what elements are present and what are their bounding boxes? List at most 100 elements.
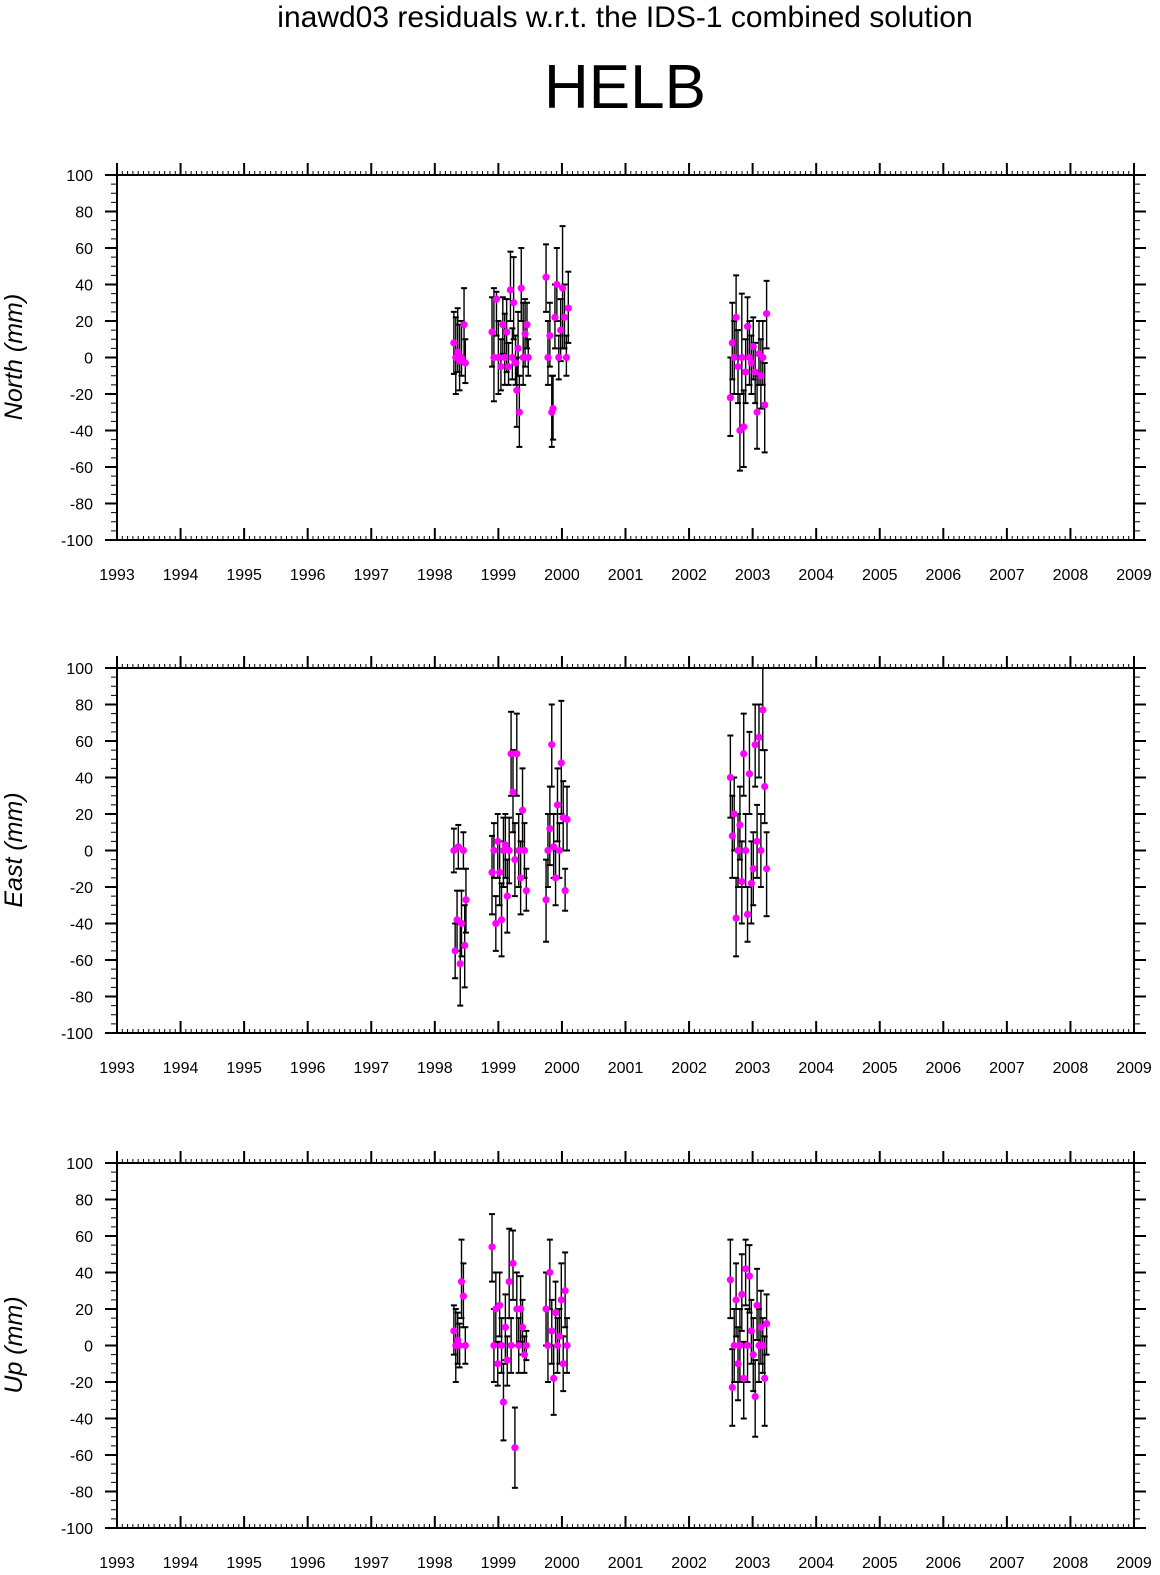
up-data-point [751, 1393, 759, 1401]
up-ytick-label: 80 [75, 1193, 93, 1210]
north-xtick-label: 1999 [481, 567, 517, 584]
up-data-point [488, 1243, 496, 1251]
north-data-point [457, 353, 466, 362]
east-data-point [462, 896, 470, 904]
east-data-point [563, 815, 571, 824]
up-data-point [759, 1341, 767, 1350]
north-data-point [726, 394, 734, 402]
east-xtick-label: 2008 [1053, 1060, 1089, 1077]
east-data-point [553, 801, 562, 809]
east-data-point [518, 806, 527, 814]
up-data-point [507, 1341, 515, 1350]
east-data-point [736, 821, 744, 829]
east-data-point [730, 810, 738, 818]
east-data-point [747, 879, 755, 887]
north-data-point [546, 332, 554, 340]
north-data-point [523, 321, 531, 329]
up-data-point [511, 1444, 519, 1452]
up-data-point [542, 1305, 550, 1313]
up-xtick-label: 1995 [226, 1555, 262, 1572]
north-data-point [497, 363, 505, 371]
east-data-point [507, 750, 515, 758]
east-data-point [759, 706, 767, 714]
up-xtick-label: 2004 [798, 1555, 834, 1572]
east-data-point [501, 841, 509, 849]
up-xtick-label: 1994 [163, 1555, 199, 1572]
up-data-point [461, 1341, 469, 1350]
north-data-point [454, 348, 462, 356]
north-xtick-label: 1996 [290, 567, 326, 584]
north-xtick-label: 1997 [353, 567, 389, 584]
north-data-point [751, 368, 759, 376]
east-data-point [753, 837, 761, 845]
north-xtick-label: 2001 [608, 567, 644, 584]
east-data-point [494, 837, 502, 845]
north-data-point [492, 295, 501, 303]
north-data-point [738, 353, 746, 362]
north-ytick-label: -20 [70, 387, 93, 404]
north-axis-label: North (mm) [0, 294, 28, 420]
east-ytick-label: 0 [84, 844, 93, 861]
north-data-point [560, 313, 569, 321]
north-data-point [508, 353, 516, 362]
north-data-point [562, 353, 570, 362]
up-ytick-label: -80 [70, 1485, 93, 1502]
up-xtick-label: 2005 [862, 1555, 898, 1572]
east-data-point [461, 941, 469, 950]
east-data-point [456, 960, 464, 968]
east-xtick-label: 2006 [926, 1060, 962, 1077]
up-data-point [563, 1341, 571, 1350]
north-panel: North (mm) 1993 1994 1995 1996 1997 1998 1999 2… [0, 163, 1152, 584]
east-data-point [749, 865, 757, 873]
up-data-point [726, 1276, 734, 1284]
east-data-point [492, 919, 500, 928]
east-data-point [755, 733, 763, 741]
east-data-point [557, 759, 565, 767]
up-data-point [553, 1341, 562, 1350]
north-ytick-label: -80 [70, 497, 93, 514]
north-data-point [506, 286, 515, 294]
north-data-point [460, 321, 468, 329]
east-xtick-label: 1997 [353, 1060, 389, 1077]
east-xtick-label: 1998 [417, 1060, 453, 1077]
east-data-point [488, 868, 496, 877]
up-data-point [738, 1290, 746, 1298]
up-data-point [734, 1360, 742, 1368]
up-data-point [497, 1341, 506, 1350]
east-data-point [517, 874, 525, 882]
east-data-point [546, 825, 554, 833]
north-ytick-label: 100 [66, 168, 93, 185]
up-data-point [747, 1327, 755, 1335]
north-data-point [740, 423, 748, 431]
east-ytick-label: 80 [75, 698, 93, 715]
up-data-point [550, 1374, 558, 1382]
up-ytick-label: -60 [70, 1448, 93, 1465]
up-xtick-label: 2008 [1053, 1555, 1089, 1572]
up-plot-frame [116, 1162, 1135, 1529]
up-data-point [763, 1320, 771, 1328]
up-data-point [551, 1309, 560, 1317]
north-data-point [511, 359, 520, 367]
north-xtick-label: 2003 [735, 567, 771, 584]
north-data-point [728, 339, 736, 347]
east-data-point [551, 874, 560, 882]
up-data-point [555, 1332, 563, 1340]
east-xtick-label: 2004 [798, 1060, 834, 1077]
east-data-point [505, 846, 513, 855]
up-data-point [757, 1323, 765, 1331]
up-data-point [740, 1374, 748, 1382]
north-data-point [732, 313, 740, 321]
east-xtick-label: 2005 [862, 1060, 898, 1077]
up-data-point [520, 1351, 529, 1359]
east-data-point [515, 846, 523, 855]
up-xtick-label: 2001 [608, 1555, 644, 1572]
east-xtick-label: 2003 [735, 1060, 771, 1077]
up-data-point [456, 1341, 464, 1350]
up-xtick-label: 2002 [671, 1555, 707, 1572]
north-data-point [763, 310, 771, 318]
north-ytick-label: 0 [84, 351, 93, 368]
east-data-point [497, 916, 506, 924]
up-data-point [544, 1341, 552, 1350]
east-xtick-label: 2007 [989, 1060, 1025, 1077]
